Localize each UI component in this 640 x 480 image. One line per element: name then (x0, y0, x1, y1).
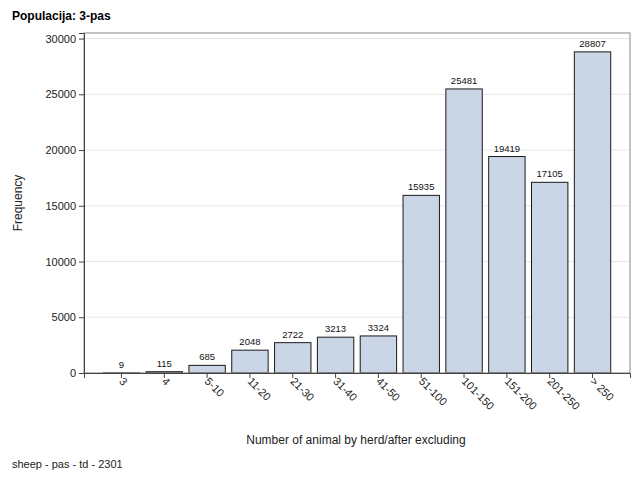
title: Populacija: 3-pas (12, 9, 111, 23)
x-tick-label: 4 (160, 375, 173, 388)
y-tick: 30000 (45, 33, 84, 45)
y-axis: 0 5000 10000 15000 20000 25000 30000 (45, 33, 84, 379)
y-tick-mark (79, 373, 84, 374)
y-tick-mark (79, 206, 84, 207)
y-tick-label: 15000 (45, 200, 76, 212)
bar (317, 337, 353, 373)
data-label: 3213 (325, 323, 346, 334)
footnotes: sheep - pas - td - 2301 (12, 458, 123, 470)
y-tick: 15000 (45, 200, 84, 212)
x-tick-mark (121, 373, 122, 378)
y-tick: 10000 (45, 256, 84, 268)
x-tick: 51-100 (417, 373, 450, 408)
x-tick-mark (292, 373, 293, 378)
x-tick: 11-20 (246, 373, 274, 403)
bar (532, 182, 568, 373)
data-label: 2048 (239, 336, 260, 347)
x-tick: 151-200 (502, 373, 539, 412)
x-tick-mark (549, 373, 550, 378)
bars (103, 52, 610, 373)
data-label: 25481 (451, 75, 477, 86)
x-tick-mark (164, 373, 165, 378)
x-tick: 5-10 (203, 373, 227, 399)
data-label: 3324 (368, 322, 389, 333)
x-tick-mark (378, 373, 379, 378)
data-label: 17105 (536, 168, 562, 179)
footnote: sheep - pas - td - 2301 (12, 458, 123, 470)
y-tick-mark (79, 39, 84, 40)
data-label: 19419 (494, 143, 520, 154)
x-tick-mark (421, 373, 422, 378)
x-tick: 201-250 (545, 373, 582, 412)
y-tick-mark (79, 262, 84, 263)
bar (403, 195, 439, 373)
y-tick: 20000 (45, 144, 84, 156)
bar (189, 365, 225, 373)
x-tick-label: 101-150 (460, 375, 497, 412)
y-axis-line (79, 34, 85, 374)
x-axis: 3 4 5-10 11-20 21-30 31-40 41-50 51-100 101-1501… (85, 373, 631, 412)
x-tick-mark (464, 373, 465, 378)
y-tick-label: 30000 (45, 33, 76, 45)
data-labels: 9 115 685 2048 2722 3213 3324 15935 25481 19419 17… (119, 38, 606, 370)
y-tick: 5000 (52, 311, 84, 323)
x-tick-label: 41-50 (374, 375, 402, 403)
chart: 0 5000 10000 15000 20000 25000 30000 3 4 5-10 11-2… (0, 0, 640, 480)
y-tick-mark (79, 150, 84, 151)
x-tick: 31-40 (331, 373, 359, 403)
grid-line (84, 38, 630, 39)
x-tick-mark (592, 373, 593, 378)
grid (84, 39, 630, 373)
y-tick-label: 0 (70, 367, 76, 379)
x-tick: 3 (117, 373, 130, 388)
x-tick-label: > 250 (588, 375, 616, 403)
x-tick: 21-30 (288, 373, 316, 403)
y-axis-title: Frequency (11, 175, 25, 232)
data-label: 115 (157, 358, 172, 369)
bar (574, 52, 610, 373)
y-tick-label: 20000 (45, 144, 76, 156)
bar (232, 350, 268, 373)
y-tick-label: 10000 (45, 256, 76, 268)
data-label: 9 (119, 359, 124, 370)
x-tick: 41-50 (374, 373, 402, 403)
x-tick-label: 51-100 (417, 375, 450, 408)
x-tick: 101-150 (460, 373, 497, 412)
x-tick: > 250 (588, 373, 616, 403)
x-tick-mark (335, 373, 336, 378)
x-tick-label: 3 (117, 375, 130, 388)
x-axis-title: Number of animal by herd/after excluding (246, 433, 465, 447)
grid-line (84, 150, 630, 151)
y-tick-mark (79, 317, 84, 318)
data-label: 28807 (579, 38, 605, 49)
bar (446, 89, 482, 373)
bar (360, 336, 396, 373)
bar (489, 157, 525, 373)
data-label: 2722 (282, 329, 303, 340)
x-tick-label: 21-30 (288, 375, 316, 403)
y-tick: 25000 (45, 88, 84, 100)
data-label: 685 (199, 351, 215, 362)
y-tick-label: 5000 (52, 311, 76, 323)
x-tick-label: 151-200 (502, 375, 539, 412)
plot-frame (84, 33, 630, 373)
bar (275, 343, 311, 373)
x-tick-mark (249, 373, 250, 378)
x-tick-label: 5-10 (203, 375, 227, 399)
y-tick: 0 (70, 367, 84, 379)
x-tick-label: 11-20 (246, 375, 274, 403)
x-tick-mark (506, 373, 507, 378)
x-tick-mark (207, 373, 208, 378)
grid-line (84, 94, 630, 95)
y-tick-mark (79, 94, 84, 95)
x-tick: 4 (160, 373, 173, 388)
data-label: 15935 (408, 181, 434, 192)
y-tick-label: 25000 (45, 88, 76, 100)
x-tick-label: 31-40 (331, 375, 359, 403)
x-tick-label: 201-250 (545, 375, 582, 412)
